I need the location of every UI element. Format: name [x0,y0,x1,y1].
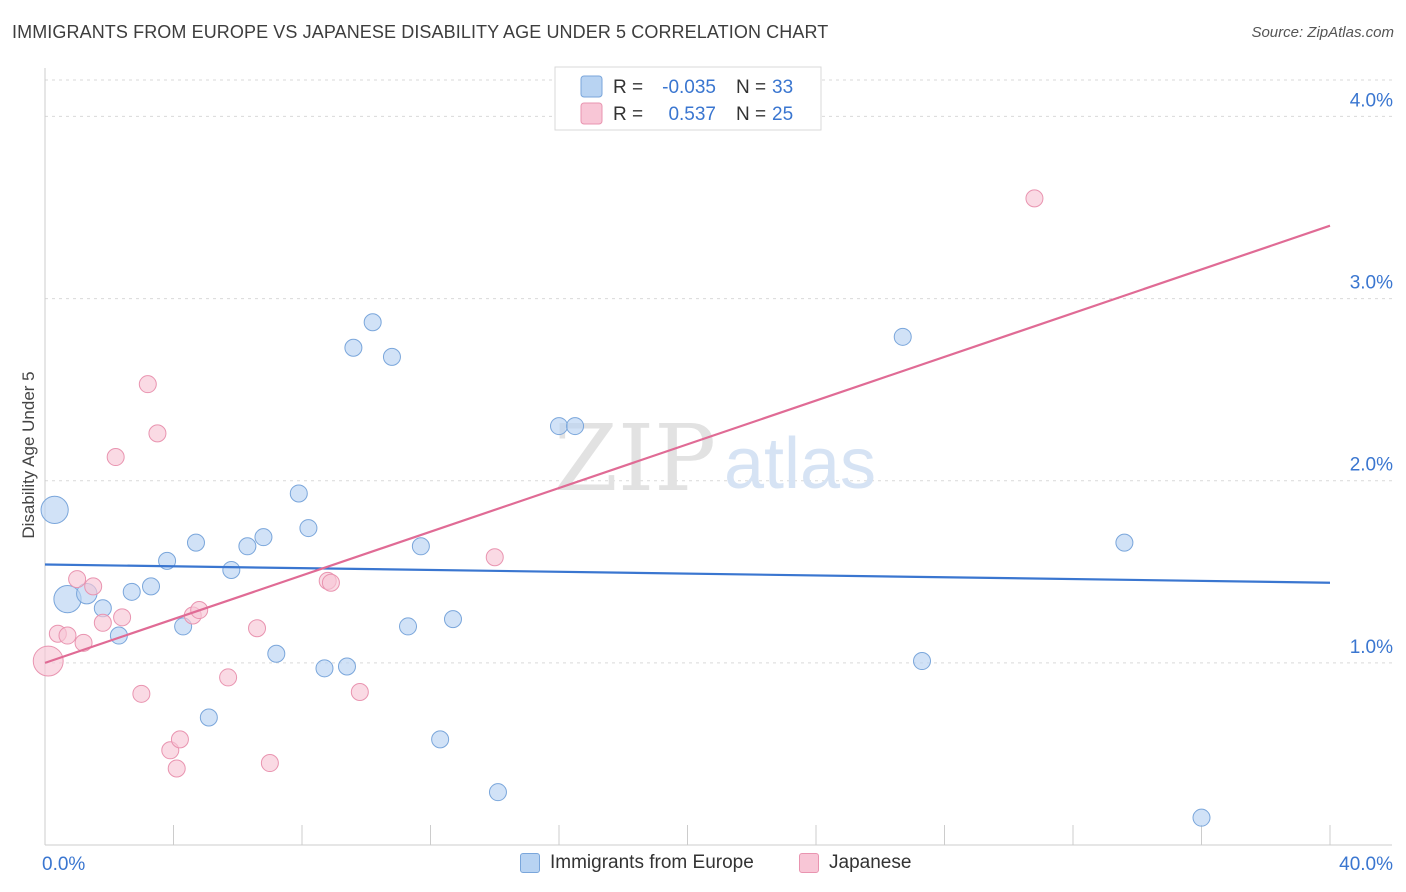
chart-title: IMMIGRANTS FROM EUROPE VS JAPANESE DISAB… [12,22,829,42]
point-japanese [350,683,369,701]
point-japanese [74,633,93,652]
point-europe [550,417,568,436]
y-tick-label: 4.0% [1350,90,1393,111]
point-europe [913,652,932,671]
axes: 1.0% 2.0% 3.0% 4.0% 0.0% 40.0% [42,68,1393,875]
legend-item-europe[interactable]: Immigrants from Europe [520,852,754,874]
legend-label-japanese: Japanese [829,852,912,873]
point-europe [222,560,241,579]
point-japanese [1025,189,1044,208]
watermark-atlas: atlas [724,424,876,504]
legend-label-europe: Immigrants from Europe [550,852,754,873]
point-europe [363,313,382,332]
legend-series: Immigrants from Europe Japanese [0,850,1406,880]
point-europe [382,347,401,366]
point-europe [267,644,286,663]
point-japanese [321,573,340,592]
point-japanese [167,759,186,778]
data-points [32,189,1211,827]
point-europe [399,617,418,636]
legend-swatch-japanese [799,853,819,873]
point-europe [289,484,308,503]
point-europe [238,537,257,556]
y-tick-label: 3.0% [1350,273,1393,294]
point-japanese [84,577,103,596]
point-europe [299,519,318,538]
point-europe [337,657,356,676]
point-japanese [260,754,279,773]
point-europe [443,610,462,629]
legend-r-label-blue: R = [613,77,648,98]
point-japanese [113,608,132,627]
point-europe [488,783,507,802]
point-japanese [219,668,238,687]
source-label: Source: ZipAtlas.com [1251,24,1394,41]
x-tick-label-max: 40.0% [1339,854,1393,875]
point-japanese [106,448,125,467]
legend-swatch-pink [580,102,603,125]
y-tick-label: 1.0% [1350,637,1393,658]
point-europe [142,577,161,596]
point-europe [411,537,430,556]
point-europe [566,417,585,436]
legend-swatch-blue [580,75,603,98]
point-japanese [138,375,157,394]
point-japanese [148,424,167,443]
point-japanese [248,619,267,638]
trend-line-japanese [44,224,1331,664]
point-europe [122,582,141,601]
legend-r-value-pink: 0.537 [668,104,716,125]
legend-n-value-pink: 25 [772,104,793,125]
point-japanese [485,548,504,567]
y-tick-label: 2.0% [1350,455,1393,476]
point-europe [254,528,273,547]
trend-line-europe [44,563,1331,584]
point-europe [186,533,205,552]
point-europe [431,730,450,749]
point-japanese [68,570,87,589]
legend-swatch-europe [520,853,540,873]
point-europe [893,327,912,346]
legend-n-label-blue: N = [736,77,771,98]
legend-stats: R = -0.035 N = 33 R = 0.537 N = 25 [554,66,822,131]
point-japanese [58,626,77,645]
point-europe [1115,533,1134,552]
point-europe [315,659,334,678]
trend-lines [44,224,1331,664]
legend-n-value-blue: 33 [772,77,793,98]
x-tick-label-min: 0.0% [42,854,85,875]
y-axis-label: Disability Age Under 5 [19,371,38,538]
point-japanese [170,730,189,749]
gridlines [45,79,1392,664]
point-europe [199,708,218,727]
point-europe [344,338,363,357]
legend-r-value-blue: -0.035 [662,77,716,98]
point-japanese [93,613,112,632]
legend-item-japanese[interactable]: Japanese [799,852,911,874]
legend-n-label-pink: N = [736,104,771,125]
point-europe [40,495,69,524]
point-japanese [132,684,151,703]
watermark: ZIP atlas [554,405,876,512]
legend-r-label-pink: R = [613,104,648,125]
point-europe [1192,808,1211,827]
